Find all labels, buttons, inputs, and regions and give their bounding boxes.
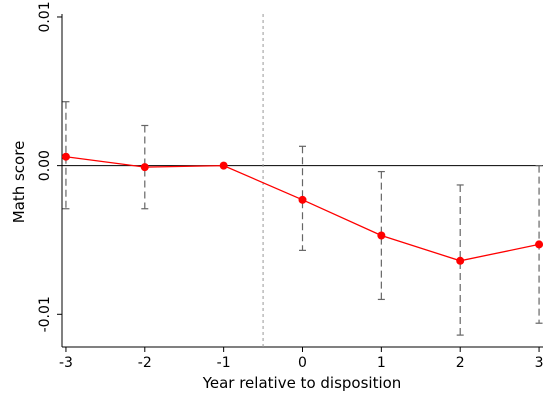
x-tick-label: -2 (138, 355, 152, 371)
data-point (61, 152, 70, 161)
y-axis-title: Math score (10, 141, 28, 224)
data-point (535, 240, 543, 249)
x-tick-label: 1 (377, 355, 386, 371)
y-tick-label: 0.00 (37, 150, 53, 181)
data-point (298, 195, 307, 204)
data-point (140, 163, 149, 172)
data-point (456, 256, 465, 265)
data-point (377, 231, 386, 240)
y-tick-label: 0.01 (37, 1, 53, 32)
data-point (219, 161, 228, 170)
x-tick-label: -3 (59, 355, 73, 371)
x-tick-label: 2 (456, 355, 465, 371)
x-tick-label: 3 (535, 355, 543, 371)
x-tick-label: -1 (217, 355, 231, 371)
x-axis-title: Year relative to disposition (202, 374, 402, 392)
plot-area: -3 -2 -1 0 1 2 3 -0.01 0.00 0.01 (37, 1, 543, 371)
x-tick-label: 0 (298, 355, 307, 371)
y-tick-label: -0.01 (37, 296, 53, 332)
